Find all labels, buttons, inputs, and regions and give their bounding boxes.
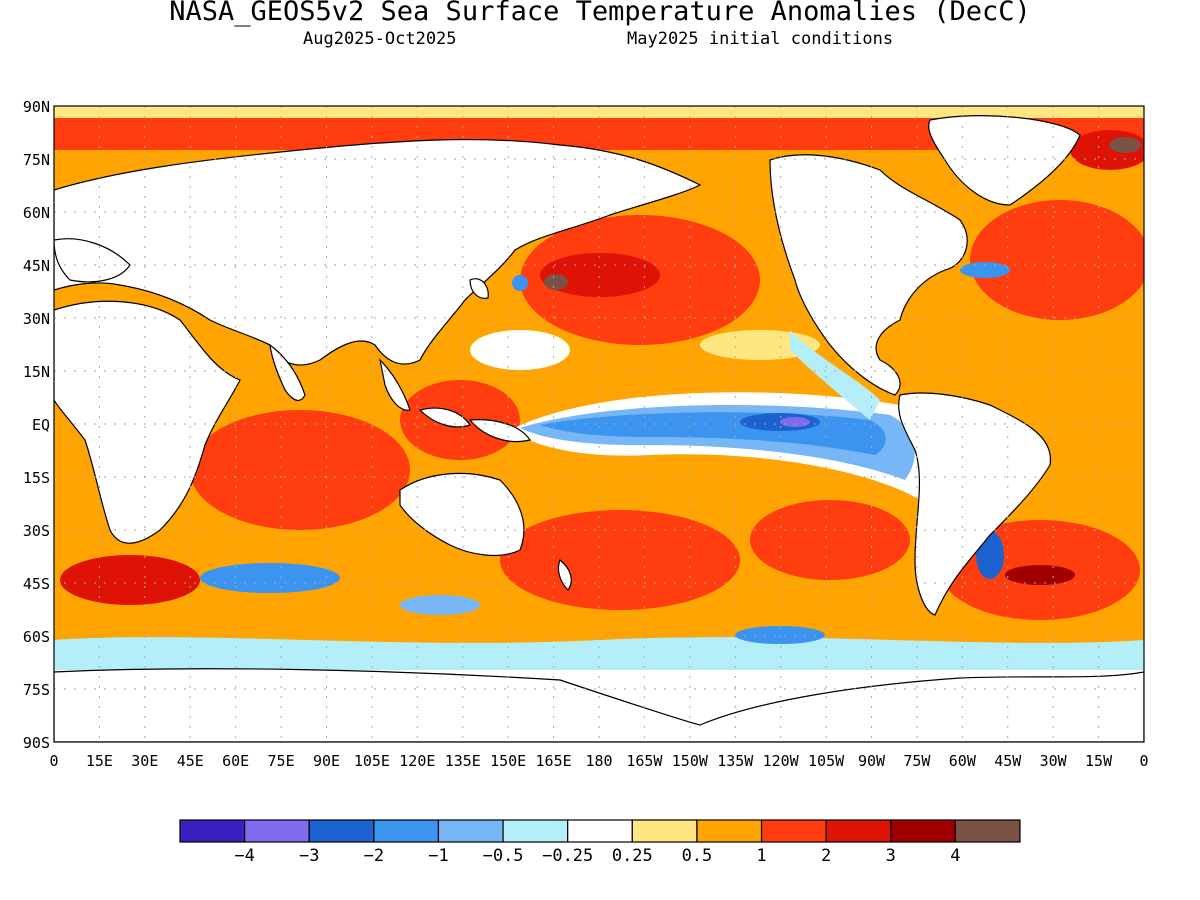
- colorbar-tick-label: −0.25: [542, 846, 593, 866]
- colorbar-swatch: [179, 819, 246, 843]
- colorbar-swatch: [760, 819, 827, 843]
- colorbar-tick-label: −2: [364, 846, 384, 866]
- lat-label: 30N: [23, 310, 50, 328]
- lon-label: 90W: [858, 752, 886, 770]
- lon-label: 0: [1139, 752, 1148, 770]
- lon-label: 165W: [626, 752, 663, 770]
- colorbar-tick-label: 0.25: [612, 846, 653, 866]
- colorbar-swatch: [825, 819, 892, 843]
- lon-label: 120W: [763, 752, 800, 770]
- colorbar: [179, 819, 1021, 843]
- colorbar-swatch: [567, 819, 633, 843]
- lon-label: 105W: [808, 752, 845, 770]
- lat-label: 30S: [23, 522, 50, 540]
- lon-label: 135W: [717, 752, 754, 770]
- lon-label: 150W: [672, 752, 709, 770]
- lon-label: 30E: [131, 752, 158, 770]
- lon-label: 30W: [1040, 752, 1068, 770]
- lon-label: 15E: [86, 752, 113, 770]
- lat-label: 45S: [23, 575, 50, 593]
- colorbar-tick-label: −4: [234, 846, 254, 866]
- lon-label: 105E: [354, 752, 390, 770]
- colorbar-swatch: [373, 819, 440, 843]
- lon-label: 150E: [490, 752, 526, 770]
- graticule: [54, 106, 1144, 742]
- colorbar-swatch: [244, 819, 310, 843]
- lat-label: 45N: [23, 257, 50, 275]
- colorbar-tick-label: 1: [756, 846, 766, 866]
- lon-label: 75W: [903, 752, 931, 770]
- lon-label: 165E: [536, 752, 572, 770]
- lat-label: 90S: [23, 734, 50, 752]
- lat-label: 15N: [23, 363, 50, 381]
- lat-label: 60S: [23, 628, 50, 646]
- lat-label: 15S: [23, 469, 50, 487]
- colorbar-swatch: [954, 819, 1021, 843]
- lon-label: 15W: [1085, 752, 1113, 770]
- colorbar-tick-label: −0.5: [483, 846, 524, 866]
- lon-label: 60W: [949, 752, 977, 770]
- initial-conditions: May2025 initial conditions: [627, 29, 894, 49]
- colorbar-swatch: [890, 819, 956, 843]
- colorbar-tick-label: 0.5: [682, 846, 713, 866]
- lon-label: 45W: [994, 752, 1022, 770]
- lon-label: 60E: [222, 752, 249, 770]
- forecast-period: Aug2025-Oct2025: [303, 29, 457, 49]
- lat-label: 60N: [23, 204, 50, 222]
- colorbar-tick-label: −3: [299, 846, 319, 866]
- map-frame: [53, 105, 1145, 743]
- colorbar-labels: −4 −3 −2 −1 −0.5 −0.25 0.25 0.5 1 2 3 4: [234, 846, 960, 866]
- lat-label: 90N: [23, 98, 50, 116]
- colorbar-swatch: [437, 819, 504, 843]
- colorbar-tick-label: 4: [950, 846, 960, 866]
- lon-label: 75E: [268, 752, 295, 770]
- lon-label: 120E: [399, 752, 435, 770]
- colorbar-tick-label: 2: [821, 846, 831, 866]
- latitude-labels: 90N 75N 60N 45N 30N 15N EQ 15S 30S 45S 60S 75S 90S: [23, 98, 50, 752]
- lon-label: 90E: [313, 752, 340, 770]
- map-title: NASA_GEOS5v2 Sea Surface Temperature Ano…: [169, 0, 1031, 27]
- colorbar-swatch: [631, 819, 698, 843]
- lon-label: 45E: [177, 752, 204, 770]
- lat-label: 75N: [23, 151, 50, 169]
- colorbar-swatch: [308, 819, 375, 843]
- colorbar-swatch: [502, 819, 569, 843]
- colorbar-tick-label: 3: [886, 846, 896, 866]
- colorbar-tick-label: −1: [428, 846, 448, 866]
- lat-label: EQ: [32, 416, 50, 434]
- anomaly-field: [54, 106, 1144, 742]
- lon-label: 135E: [445, 752, 481, 770]
- longitude-labels: 0 15E 30E 45E 60E 75E 90E 105E 120E 135E 150E 165E 1…: [49, 752, 1148, 770]
- lon-label: 180: [585, 752, 612, 770]
- lat-label: 75S: [23, 681, 50, 699]
- lon-label: 0: [49, 752, 58, 770]
- colorbar-swatch: [696, 819, 763, 843]
